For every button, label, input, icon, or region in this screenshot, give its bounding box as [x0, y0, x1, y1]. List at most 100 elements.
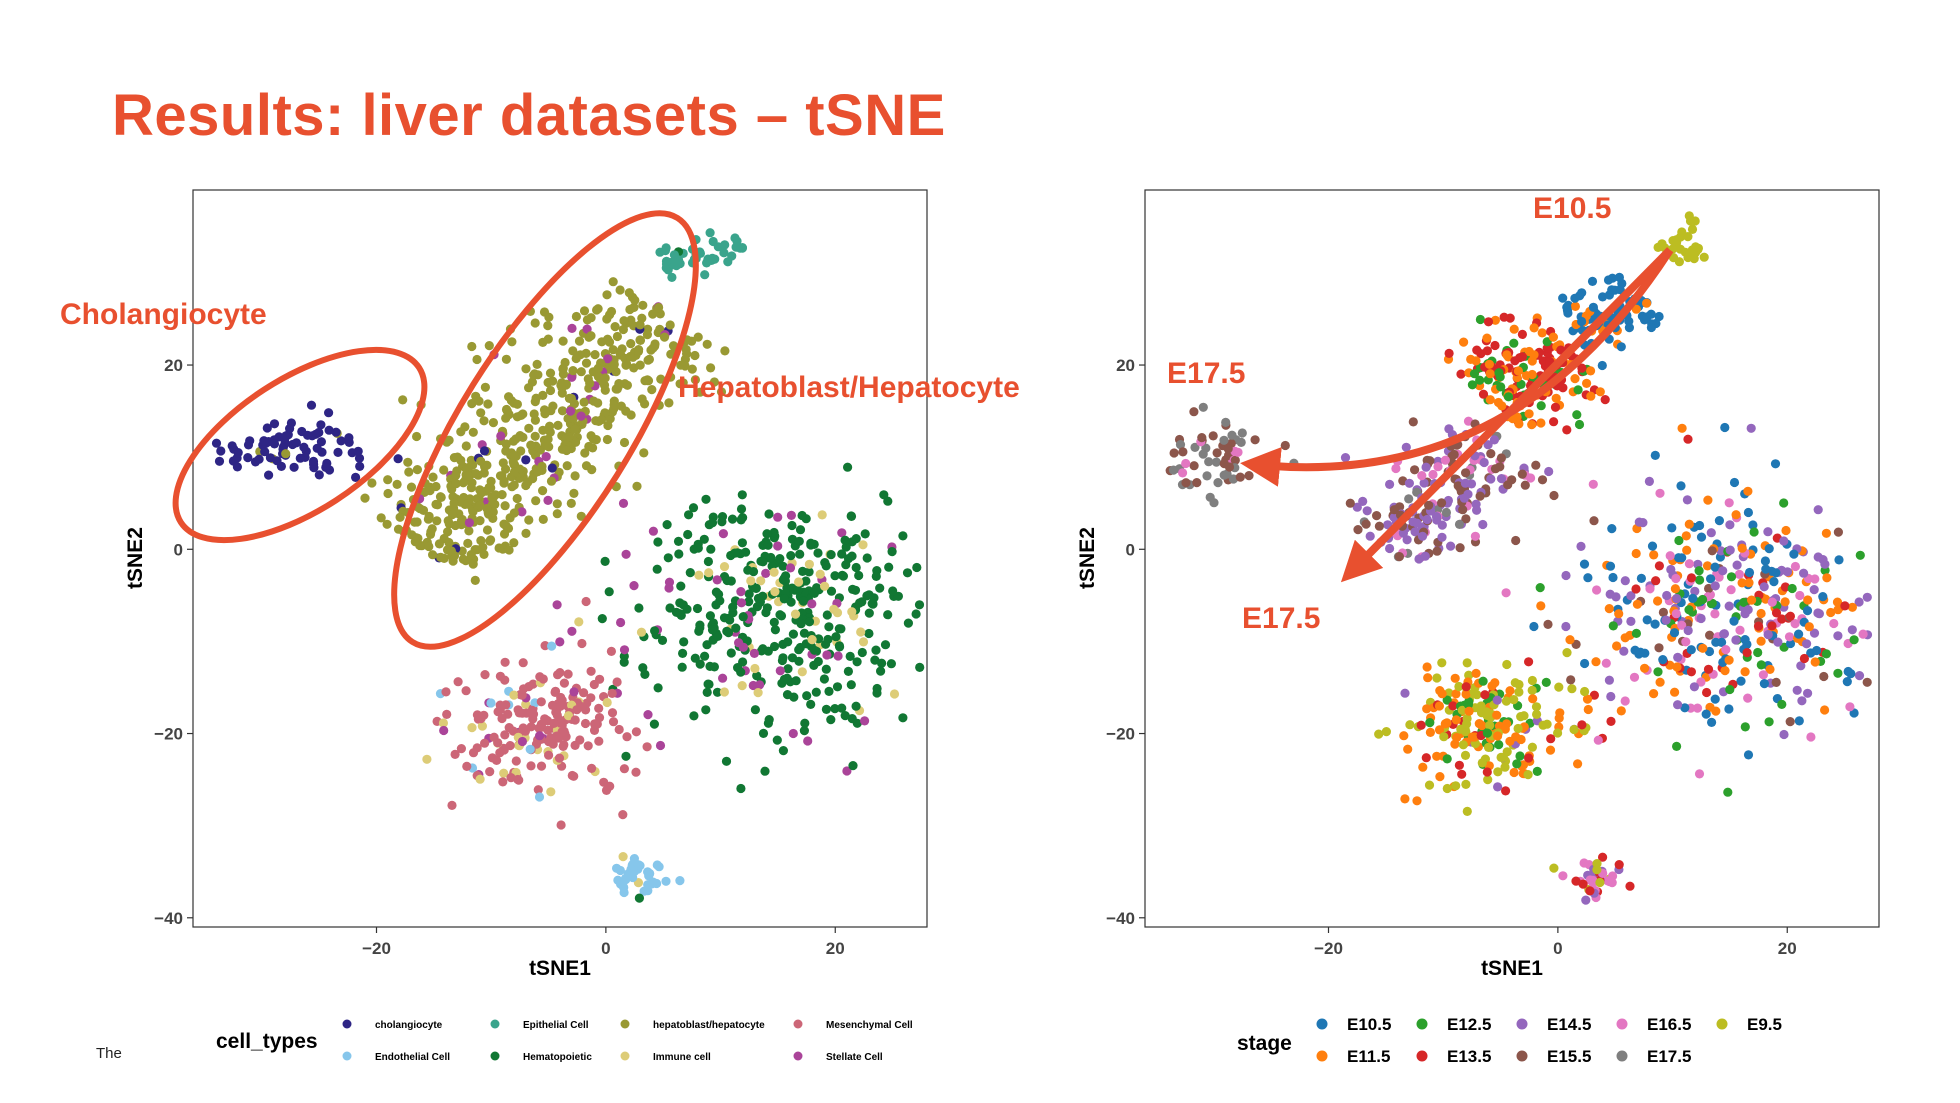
data-point	[846, 511, 857, 521]
data-point	[1614, 609, 1624, 619]
data-point	[634, 893, 645, 903]
data-point	[647, 879, 657, 889]
data-point	[1484, 359, 1494, 369]
data-point	[701, 705, 711, 715]
data-point	[321, 462, 331, 472]
data-point	[734, 638, 744, 648]
arrow-to-e17-bottom	[1340, 247, 1673, 583]
data-point	[876, 666, 886, 676]
data-point	[544, 312, 554, 322]
data-point	[1614, 272, 1624, 282]
data-point	[1492, 695, 1502, 705]
data-point	[563, 711, 574, 721]
data-point	[308, 456, 319, 466]
data-point	[772, 735, 782, 745]
data-point	[854, 570, 864, 581]
data-point	[1190, 442, 1200, 452]
data-point	[545, 385, 556, 396]
data-point	[545, 368, 556, 378]
data-point	[690, 350, 700, 361]
data-point	[360, 493, 370, 503]
data-point	[1706, 599, 1717, 609]
data-point	[1782, 567, 1793, 577]
data-point	[1535, 583, 1545, 593]
legend-swatch	[1416, 1050, 1428, 1062]
data-point	[728, 602, 738, 612]
data-point	[351, 472, 361, 482]
data-point	[736, 598, 747, 608]
data-point	[807, 599, 817, 609]
data-point	[1721, 645, 1731, 655]
data-point	[1818, 592, 1828, 602]
data-point	[1642, 615, 1652, 625]
data-point	[1464, 670, 1474, 680]
data-point	[447, 509, 458, 520]
data-point	[719, 562, 730, 572]
data-point	[775, 666, 785, 676]
data-point	[438, 718, 448, 728]
data-point	[1221, 417, 1231, 427]
data-point	[700, 651, 710, 661]
data-point	[762, 529, 772, 539]
data-point	[625, 351, 636, 362]
data-point	[317, 447, 327, 457]
data-point	[1661, 615, 1671, 625]
data-point	[673, 536, 684, 547]
data-point	[264, 470, 274, 480]
data-point	[526, 722, 536, 732]
data-point	[1607, 285, 1617, 295]
data-point	[587, 465, 597, 475]
data-point	[1803, 688, 1813, 698]
data-point	[642, 375, 653, 385]
data-point	[703, 556, 714, 567]
data-point	[1493, 731, 1503, 741]
data-point	[557, 406, 568, 416]
data-point	[281, 431, 291, 441]
data-point	[1515, 751, 1525, 761]
data-point	[1469, 687, 1479, 698]
data-point	[259, 436, 269, 446]
data-point	[594, 703, 604, 714]
data-point	[324, 408, 334, 418]
data-point	[1230, 455, 1240, 465]
data-point	[631, 767, 641, 777]
data-point	[647, 385, 657, 395]
data-point	[1562, 302, 1572, 312]
data-point	[1605, 561, 1616, 571]
data-point	[1833, 631, 1843, 641]
data-point	[262, 423, 272, 433]
data-point	[720, 240, 730, 250]
data-point	[1789, 549, 1799, 559]
axis-ticks-left: −20 0 20 20 0 −20 −40	[154, 356, 845, 958]
data-point	[1631, 548, 1641, 559]
data-point	[786, 551, 796, 561]
data-point	[574, 336, 585, 346]
data-point	[1616, 706, 1626, 716]
data-point	[291, 438, 301, 448]
data-point	[1483, 775, 1493, 785]
data-point	[1726, 585, 1736, 595]
data-point	[824, 622, 834, 632]
data-point	[820, 581, 830, 591]
data-point	[750, 663, 760, 674]
data-point	[1645, 584, 1655, 594]
data-point	[751, 583, 761, 594]
data-point	[830, 571, 840, 581]
data-point	[1731, 510, 1741, 520]
data-point	[1205, 492, 1215, 502]
data-point	[604, 587, 614, 597]
data-point	[775, 554, 785, 564]
data-point	[1658, 607, 1668, 618]
data-point	[657, 635, 668, 646]
data-point	[500, 730, 510, 740]
data-point	[1582, 378, 1592, 388]
data-point	[1437, 498, 1447, 508]
data-point	[410, 537, 420, 547]
data-point	[1422, 514, 1432, 525]
data-point	[1734, 569, 1744, 580]
data-point	[1400, 794, 1410, 804]
data-point	[1497, 401, 1507, 411]
data-point	[1653, 596, 1663, 606]
data-point	[1394, 552, 1404, 562]
data-point	[1420, 551, 1430, 561]
